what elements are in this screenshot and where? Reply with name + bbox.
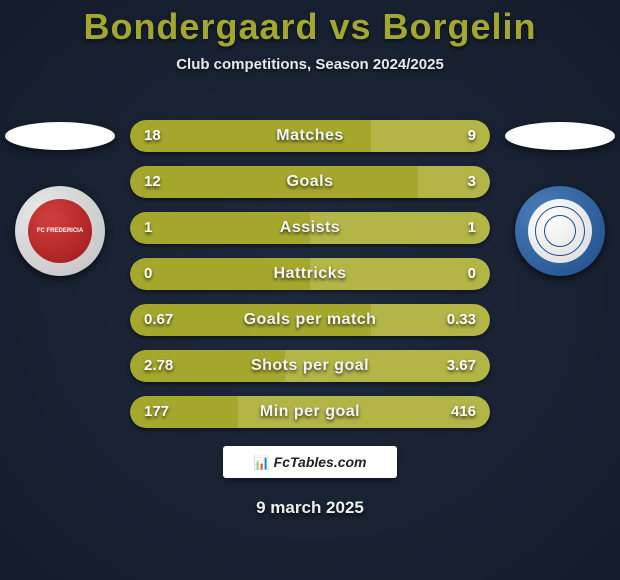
- stat-row: Goals12 3: [130, 166, 490, 198]
- stat-row: Hattricks0 0: [130, 258, 490, 290]
- right-club-badge-inner: [528, 199, 592, 263]
- left-player-silhouette: [5, 122, 115, 150]
- stat-label: Assists: [130, 212, 490, 244]
- right-club-badge: [515, 186, 605, 276]
- stat-value-right: 416: [451, 396, 476, 428]
- comparison-infographic: Bondergaard vs Borgelin Club competition…: [0, 0, 620, 580]
- watermark: 📊 FcTables.com: [223, 446, 397, 478]
- right-player-silhouette: [505, 122, 615, 150]
- stat-bars: Matches18 9 Goals12 3 Assists1 1 Hattricks0 0 Go…: [130, 120, 490, 442]
- stat-value-right: 3.67: [447, 350, 476, 382]
- stat-value-right: 9: [468, 120, 476, 152]
- left-club-badge: FC FREDERICIA: [15, 186, 105, 276]
- stat-row: Matches18 9: [130, 120, 490, 152]
- stat-value-left: 12: [144, 166, 161, 198]
- stat-label: Matches: [130, 120, 490, 152]
- stat-value-right: 1: [468, 212, 476, 244]
- stat-value-right: 0.33: [447, 304, 476, 336]
- chart-icon: 📊: [253, 456, 269, 469]
- stat-label: Goals: [130, 166, 490, 198]
- stat-value-left: 2.78: [144, 350, 173, 382]
- page-title: Bondergaard vs Borgelin: [0, 0, 620, 48]
- stat-value-left: 0.67: [144, 304, 173, 336]
- stat-value-left: 177: [144, 396, 169, 428]
- stat-label: Shots per goal: [130, 350, 490, 382]
- stat-label: Hattricks: [130, 258, 490, 290]
- stat-value-right: 0: [468, 258, 476, 290]
- page-subtitle: Club competitions, Season 2024/2025: [0, 56, 620, 73]
- stat-label: Goals per match: [130, 304, 490, 336]
- stat-row: Goals per match0.67 0.33: [130, 304, 490, 336]
- right-player-column: [500, 122, 620, 322]
- date-label: 9 march 2025: [0, 498, 620, 518]
- watermark-text: FcTables.com: [274, 454, 367, 470]
- stat-row: Shots per goal2.78 3.67: [130, 350, 490, 382]
- left-player-column: FC FREDERICIA: [0, 122, 120, 322]
- stat-row: Assists1 1: [130, 212, 490, 244]
- stat-value-right: 3: [468, 166, 476, 198]
- left-club-badge-inner: FC FREDERICIA: [28, 199, 92, 263]
- stat-value-left: 18: [144, 120, 161, 152]
- stat-label: Min per goal: [130, 396, 490, 428]
- stat-value-left: 1: [144, 212, 152, 244]
- left-badge-text: FC FREDERICIA: [37, 228, 83, 234]
- stat-value-left: 0: [144, 258, 152, 290]
- stat-row: Min per goal177 416: [130, 396, 490, 428]
